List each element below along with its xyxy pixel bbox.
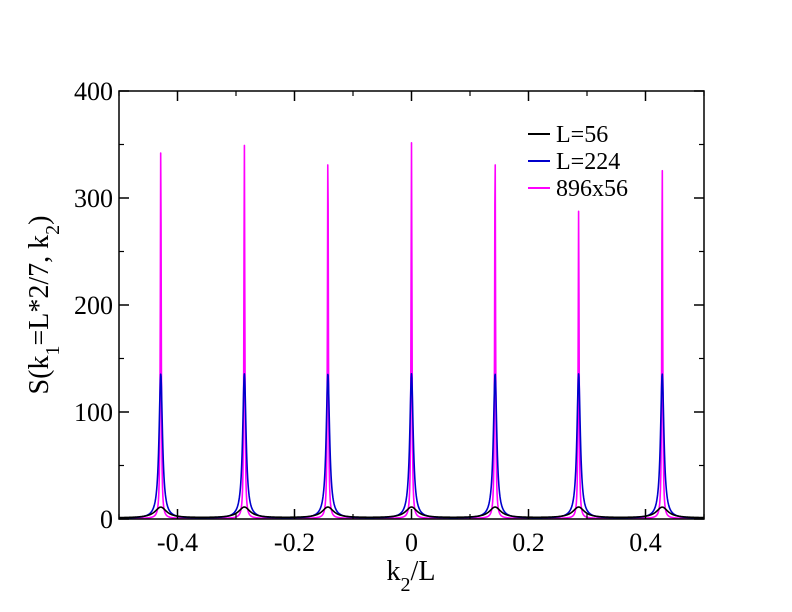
x-tick-label: 0.2 (512, 528, 545, 557)
x-tick-label: -0.2 (274, 528, 315, 557)
legend-label: L=224 (556, 149, 620, 175)
x-axis-label: k2/L (387, 556, 436, 596)
y-tick-label: 100 (74, 398, 113, 427)
x-tick-label: 0 (405, 528, 418, 557)
legend-label: L=56 (556, 122, 608, 148)
x-tick-label: 0.4 (629, 528, 662, 557)
series-line-0 (118, 506, 705, 519)
y-tick-label: 300 (74, 184, 113, 213)
plot-frame (118, 90, 705, 520)
y-tick-label: 0 (100, 505, 113, 534)
axes-layer: -0.4 -0.2 0 0.2 0.4 0 100 200 300 400 (74, 77, 705, 557)
y-tick-label: 200 (74, 291, 113, 320)
y-tick-label: 400 (74, 77, 113, 106)
x-tick-label: -0.4 (157, 528, 198, 557)
y-axis-label: S(k1=L*2/7, k2) (24, 216, 64, 395)
legend-label: 896x56 (556, 176, 628, 202)
